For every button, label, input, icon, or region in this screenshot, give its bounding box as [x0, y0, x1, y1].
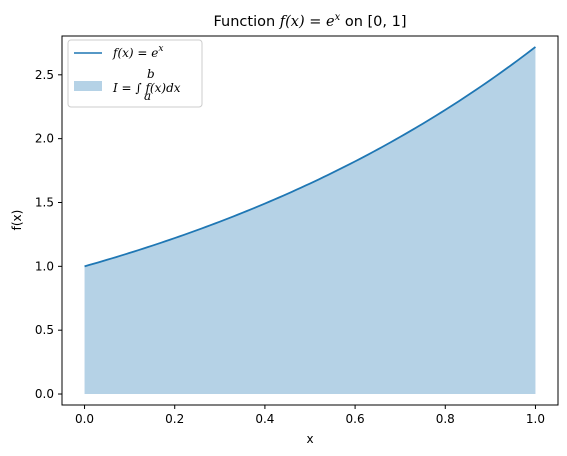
legend-fill-label: I = ∫ f(x)dx [112, 81, 181, 95]
y-tick-label: 1.0 [35, 259, 54, 273]
x-ticks: 0.0 0.2 0.4 0.6 0.8 1.0 [75, 405, 545, 426]
y-tick-label: 0.5 [35, 323, 54, 337]
legend-box [67, 39, 203, 108]
axes-frame [61, 35, 559, 406]
y-tick-label: 1.5 [35, 195, 54, 209]
x-axis-label: x [306, 432, 313, 446]
y-tick-label: 2.5 [35, 68, 54, 82]
y-tick-label: 2.0 [35, 132, 54, 146]
legend: f(x) = ex I = ∫ f(x)dx b a [67, 39, 203, 108]
x-tick-label: 0.0 [75, 412, 94, 426]
integral-area-fill [84, 46, 536, 395]
x-tick-label: 0.2 [165, 412, 184, 426]
legend-fill-swatch [74, 81, 102, 91]
y-ticks: 0.0 0.5 1.0 1.5 2.0 2.5 [35, 68, 62, 401]
legend-fill-upper-limit: b [147, 67, 155, 81]
y-axis-label: f(x) [10, 210, 24, 231]
function-line [84, 46, 536, 268]
x-tick-label: 1.0 [526, 412, 545, 426]
x-tick-label: 0.4 [255, 412, 274, 426]
legend-line-label: f(x) = ex [112, 44, 163, 60]
x-tick-label: 0.6 [346, 412, 365, 426]
x-tick-label: 0.8 [436, 412, 455, 426]
y-tick-label: 0.0 [35, 387, 54, 401]
plot-content [84, 46, 536, 395]
chart-title: Function f(x) = ex on [0, 1] [213, 12, 406, 30]
legend-fill-lower-limit: a [144, 89, 151, 103]
